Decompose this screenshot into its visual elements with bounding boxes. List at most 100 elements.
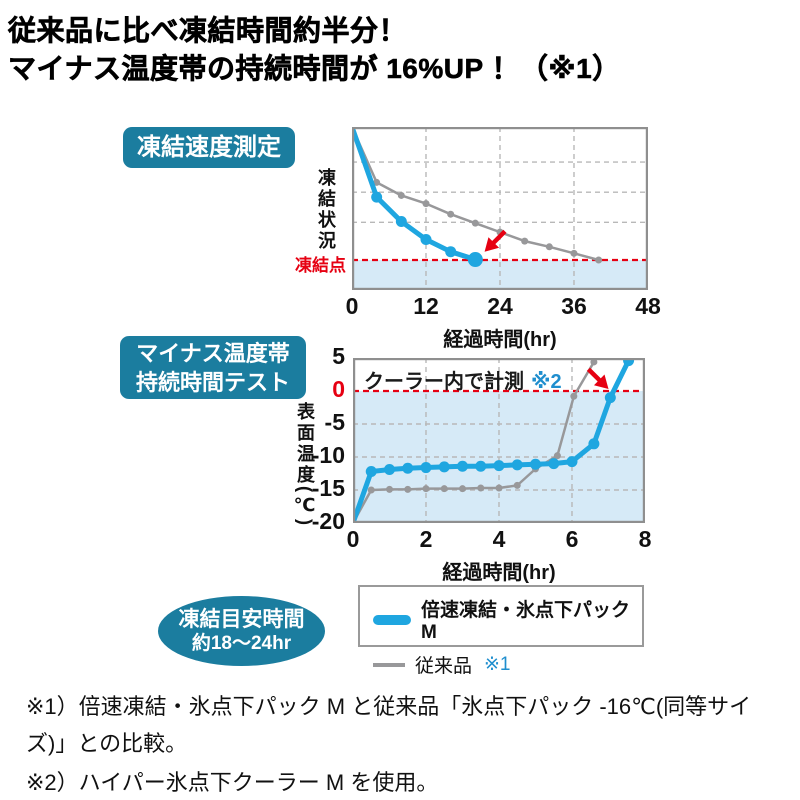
page-title: 従来品に比べ凍結時間約半分！ マイナス温度帯の持続時間が 16%UP ！（※1） xyxy=(8,12,621,88)
footnote-ref-2: ※2 xyxy=(531,371,562,393)
headline-line-2: マイナス温度帯の持続時間が 16%UP ！（※1） xyxy=(8,53,621,85)
data-point xyxy=(373,178,381,186)
highlight-arrow-icon xyxy=(490,229,507,246)
x-tick-label: 24 xyxy=(487,293,513,319)
legend-item-product: 倍速凍結・氷点下パックM xyxy=(360,595,642,644)
data-point xyxy=(511,459,523,471)
data-point xyxy=(397,191,405,199)
duration-test-badge-line-1: マイナス温度帯 xyxy=(136,341,290,366)
footnote-1: ※1）倍速凍結・氷点下パック M と従来品「氷点下パック -16℃(同等サイズ)… xyxy=(26,694,752,756)
duration-test-badge-line-2: 持続時間テスト xyxy=(135,370,290,395)
y-tick-label: -10 xyxy=(311,442,345,468)
freeze-speed-badge: 凍結速度測定 xyxy=(123,127,295,168)
x-tick-label: 4 xyxy=(492,526,506,552)
data-point xyxy=(595,256,603,264)
data-point xyxy=(447,210,455,218)
data-point xyxy=(477,484,485,492)
cooler-measure-note-text: クーラー内で計測 xyxy=(364,371,524,393)
footnote-2: ※2）ハイパー氷点下クーラー M を使用。 xyxy=(26,770,439,795)
data-point xyxy=(493,460,505,472)
data-point xyxy=(459,485,466,493)
x-tick-label: 12 xyxy=(413,293,439,319)
series-line xyxy=(353,358,632,523)
data-point xyxy=(570,249,578,257)
data-point xyxy=(386,485,393,493)
y-tick-label: -15 xyxy=(311,475,345,501)
plot-border xyxy=(353,358,645,523)
y-tick-label: -5 xyxy=(324,409,345,435)
series-line xyxy=(352,127,478,263)
data-point xyxy=(570,392,578,400)
x-tick-label: 48 xyxy=(635,293,661,319)
y-tick-label: -20 xyxy=(311,508,345,534)
data-point xyxy=(367,486,375,494)
data-point xyxy=(420,233,432,245)
data-point xyxy=(513,481,521,489)
data-point xyxy=(420,462,432,474)
data-point xyxy=(545,243,553,251)
surface-temp-axis-label: 表面温度(℃) xyxy=(295,402,315,528)
x-tick-label: 2 xyxy=(419,526,433,552)
freeze-speed-badge-label: 凍結速度測定 xyxy=(137,134,281,161)
data-point xyxy=(604,392,616,404)
freeze-state-axis-label: 凍結状況 xyxy=(316,168,336,252)
duration-test-badge: マイナス温度帯 持続時間テスト xyxy=(120,336,306,399)
footnote-ref-1: ※1 xyxy=(484,654,511,675)
duration-chart: クーラー内で計測 ※2 経過時間(hr) 0 2 4 6 8 5 0 -5 -10 -15 -20 xyxy=(312,343,652,584)
data-point xyxy=(495,484,503,492)
data-point xyxy=(475,460,487,472)
data-point xyxy=(402,462,414,474)
x-tick-label: 0 xyxy=(345,293,359,319)
x-axis-title-2: 経過時間(hr) xyxy=(442,562,556,584)
data-point xyxy=(384,464,395,476)
x-axis-title-1: 経過時間(hr) xyxy=(443,329,557,351)
data-point xyxy=(553,452,561,460)
freeze-speed-chart: 経過時間(hr) 0 12 24 36 48 xyxy=(346,127,661,351)
data-point xyxy=(467,252,483,268)
x-tick-label: 36 xyxy=(561,293,587,319)
gray-line-legend-mark xyxy=(373,662,405,667)
data-point xyxy=(422,485,430,493)
x-tick-label: 8 xyxy=(638,526,652,552)
data-point xyxy=(457,460,468,472)
cooler-measure-note: クーラー内で計測 ※2 xyxy=(364,365,562,394)
legend-item-conventional: 従来品 ※1 xyxy=(360,651,642,678)
data-point xyxy=(371,191,383,203)
x-tick-label: 0 xyxy=(346,526,360,552)
estimate-time-badge: 凍結目安時間 約18〜24hr xyxy=(158,596,325,666)
x-tick-label: 6 xyxy=(565,526,579,552)
chart-svg xyxy=(353,358,645,523)
data-point xyxy=(422,200,430,208)
blue-line-legend-mark xyxy=(373,614,411,625)
data-point xyxy=(440,485,448,493)
highlight-arrow-head xyxy=(593,374,609,390)
headline-line-1: 従来品に比べ凍結時間約半分！ xyxy=(8,15,408,47)
legend-box: 倍速凍結・氷点下パックM 従来品 ※1 xyxy=(358,585,644,677)
data-point xyxy=(588,438,600,450)
y-tick-label: 5 xyxy=(332,343,345,369)
data-point xyxy=(395,216,407,228)
plot-border xyxy=(352,127,648,290)
footnotes: ※1）倍速凍結・氷点下パック M と従来品「氷点下パック -16℃(同等サイズ)… xyxy=(26,688,782,800)
highlight-arrow-head xyxy=(484,237,500,252)
estimate-time-value: 約18〜24hr xyxy=(191,633,292,654)
data-point xyxy=(445,246,457,258)
series-line xyxy=(352,127,600,262)
data-point xyxy=(404,485,412,493)
data-point xyxy=(566,456,578,468)
legend-label-conventional: 従来品 xyxy=(415,656,473,677)
y-tick-label: 0 xyxy=(332,376,345,402)
data-point xyxy=(365,466,377,478)
data-point xyxy=(548,458,560,470)
data-point xyxy=(521,237,529,245)
estimate-time-title: 凍結目安時間 xyxy=(178,608,305,631)
chart-svg xyxy=(352,127,648,290)
freezing-point-label: 凍結点 xyxy=(295,256,346,275)
legend-label-product: 倍速凍結・氷点下パックM xyxy=(421,600,631,643)
data-point xyxy=(590,358,598,366)
data-point xyxy=(471,219,479,227)
data-point xyxy=(530,458,541,470)
data-point xyxy=(438,461,450,473)
highlight-arrow-icon xyxy=(586,367,603,383)
